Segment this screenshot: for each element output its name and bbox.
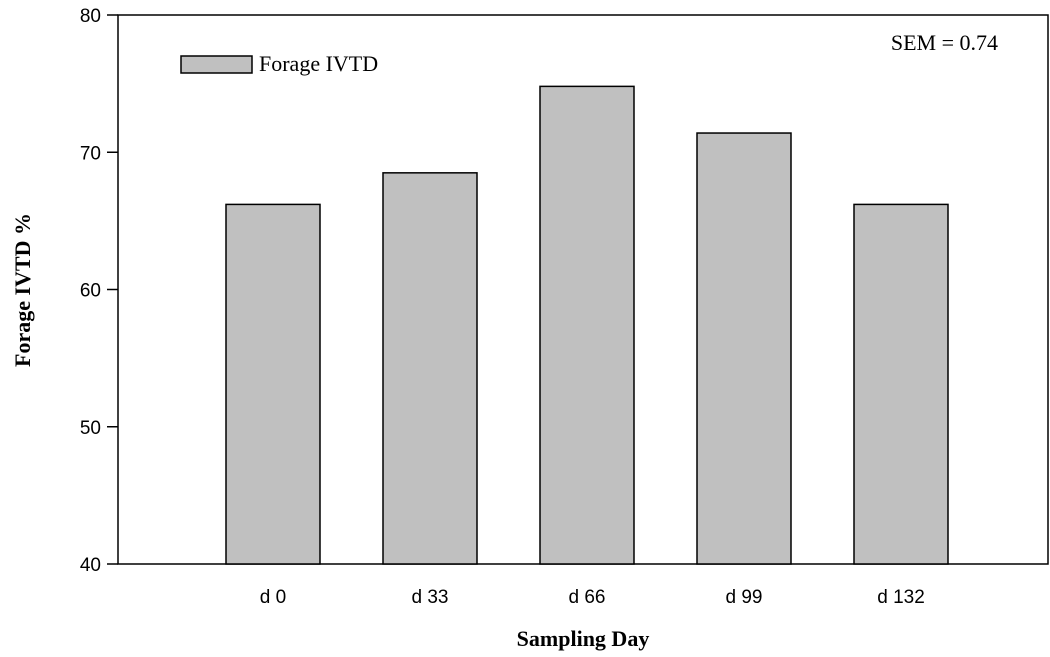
x-tick-label: d 0 [260, 587, 286, 608]
y-tick-label: 40 [80, 555, 101, 576]
x-tick-label: d 132 [877, 587, 925, 608]
x-tick-label: d 66 [569, 587, 606, 608]
x-axis: d 0 d 33 d 66 d 99 d 132 [260, 587, 925, 608]
sem-annotation: SEM = 0.74 [891, 30, 998, 55]
x-axis-title: Sampling Day [517, 626, 650, 651]
bars [225, 85, 949, 565]
x-tick-label: d 99 [726, 587, 763, 608]
bar [696, 132, 792, 565]
legend: Forage IVTD [180, 51, 378, 76]
y-axis: 40 50 60 70 80 [80, 6, 118, 576]
y-tick-label: 80 [80, 6, 101, 27]
bar [382, 172, 478, 565]
y-axis-title: Forage IVTD % [10, 213, 35, 367]
y-tick-label: 60 [80, 281, 101, 302]
bar [853, 203, 949, 565]
y-tick-label: 50 [80, 418, 101, 439]
legend-swatch [180, 55, 253, 74]
legend-label: Forage IVTD [259, 51, 378, 76]
bar [225, 203, 321, 565]
bar [539, 85, 635, 565]
y-tick-label: 70 [80, 143, 101, 164]
x-tick-label: d 33 [412, 587, 449, 608]
